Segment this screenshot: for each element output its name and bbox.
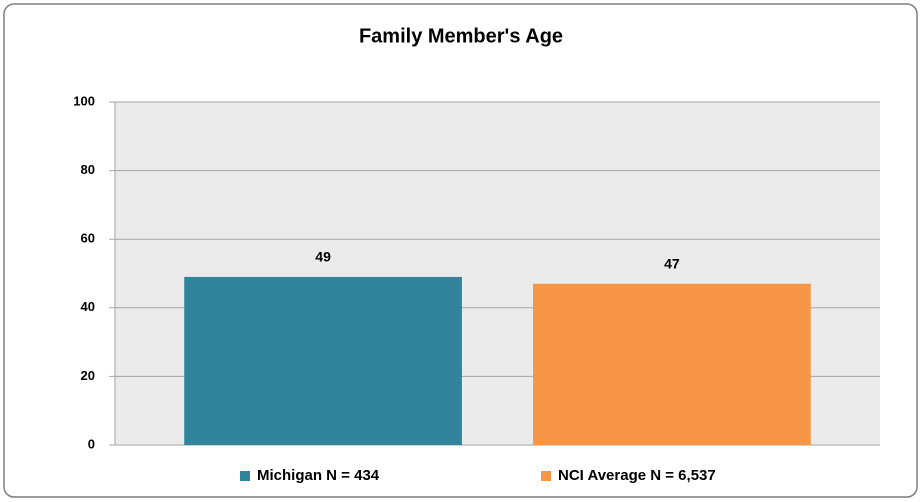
y-tick-label: 60 xyxy=(81,231,95,246)
chart-title: Family Member's Age xyxy=(359,25,563,47)
legend-label: Michigan N = 434 xyxy=(257,467,380,484)
legend-swatch xyxy=(240,471,250,481)
y-tick-label: 20 xyxy=(81,368,95,383)
legend-swatch xyxy=(541,471,551,481)
y-tick-label: 0 xyxy=(88,436,95,451)
bar xyxy=(184,276,462,445)
value-label: 47 xyxy=(664,255,680,271)
value-label: 49 xyxy=(315,249,331,265)
bar xyxy=(533,283,811,445)
y-tick-label: 80 xyxy=(81,162,95,177)
y-tick-label: 40 xyxy=(81,299,95,314)
y-tick-label: 100 xyxy=(73,93,95,108)
legend-label: NCI Average N = 6,537 xyxy=(558,467,716,484)
